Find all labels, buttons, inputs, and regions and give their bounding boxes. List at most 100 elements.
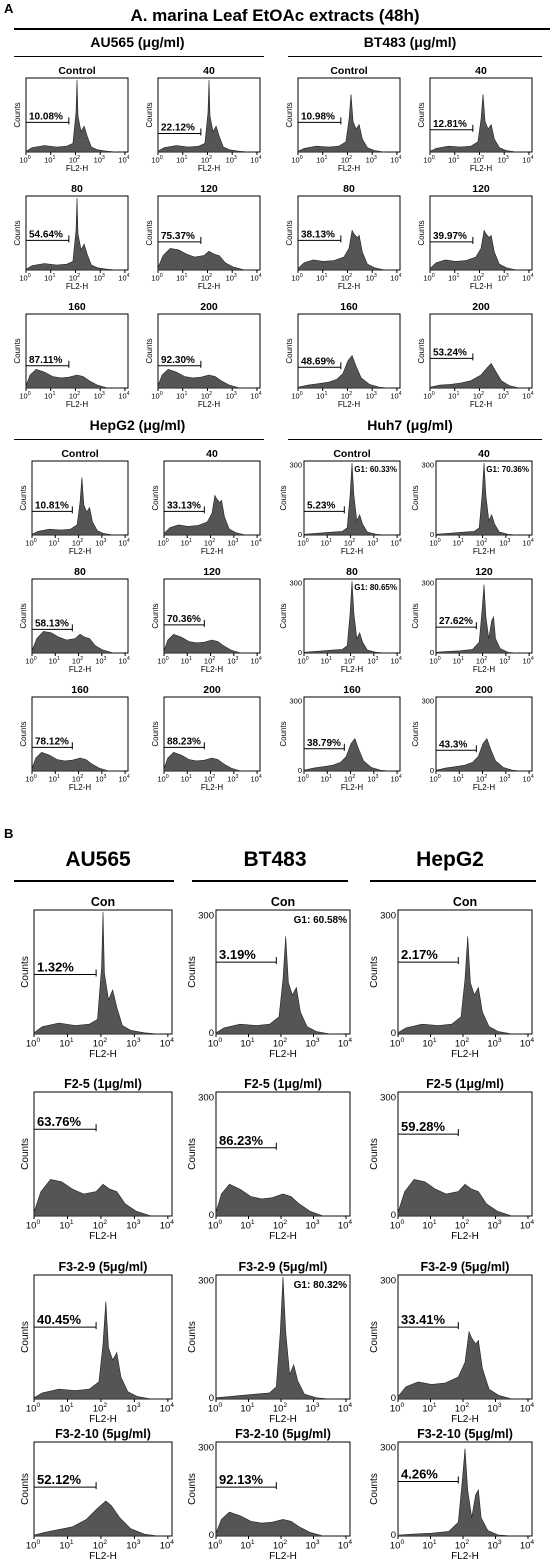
x-tick-label: 102 (473, 391, 484, 400)
y-axis-label: Counts (285, 338, 294, 363)
x-tick-label: 104 (118, 538, 129, 547)
x-tick-label: 102 (344, 538, 355, 547)
x-tick-exponent: 4 (259, 538, 262, 544)
x-axis-label: FL2-H (451, 1049, 479, 1060)
x-tick-base: 10 (297, 539, 305, 548)
x-tick-exponent: 3 (102, 273, 105, 279)
x-tick-base: 10 (240, 1404, 251, 1415)
y-tick-300: 300 (421, 697, 434, 706)
section-hepg2-rule (14, 439, 264, 440)
histogram-area (157, 368, 255, 389)
x-tick-exponent: 2 (484, 774, 487, 780)
x-axis-label: FL2-H (341, 547, 363, 556)
y-tick-300: 300 (380, 1443, 396, 1454)
y-axis-label: Counts (187, 956, 198, 988)
x-axis-label: FL2-H (66, 164, 88, 173)
x-tick-base: 10 (429, 657, 437, 666)
x-tick-label: 101 (181, 656, 192, 665)
sub-g1-percentage: 27.62% (439, 616, 473, 627)
x-tick-exponent: 3 (508, 774, 511, 780)
histogram-area (215, 1511, 344, 1537)
x-tick-label: 100 (208, 1402, 223, 1414)
x-tick-label: 103 (305, 1037, 320, 1049)
x-tick-exponent: 0 (438, 656, 441, 662)
x-tick-label: 101 (316, 155, 327, 164)
x-tick-label: 104 (390, 273, 401, 282)
x-tick-exponent: 2 (481, 391, 484, 397)
x-tick-base: 10 (227, 539, 235, 548)
x-tick-exponent: 2 (352, 656, 355, 662)
histogram-area (215, 1276, 344, 1400)
sub-g1-percentage: 92.13% (219, 1472, 264, 1487)
plot-title: 80 (71, 183, 83, 195)
y-axis-label: Counts (417, 102, 426, 127)
x-tick-exponent: 0 (218, 1037, 222, 1044)
histogram-area (429, 94, 527, 153)
y-tick-300: 300 (380, 1276, 396, 1287)
x-tick-base: 10 (487, 1541, 498, 1552)
x-tick-label: 101 (176, 391, 187, 400)
x-tick-exponent: 3 (498, 1539, 502, 1546)
x-tick-base: 10 (522, 539, 530, 548)
x-tick-base: 10 (455, 1404, 466, 1415)
sub-g1-percentage: 43.3% (439, 739, 467, 750)
x-tick-label: 102 (72, 656, 83, 665)
x-tick-base: 10 (499, 657, 507, 666)
x-tick-exponent: 4 (348, 1539, 352, 1546)
x-tick-base: 10 (118, 156, 126, 165)
x-tick-label: 103 (126, 1219, 141, 1231)
plot-title: 200 (203, 684, 221, 696)
x-tick-base: 10 (366, 156, 374, 165)
x-tick-label: 100 (390, 1539, 405, 1551)
plot-title: 40 (206, 448, 218, 460)
x-tick-label: 100 (25, 538, 36, 547)
histogram-area (31, 477, 124, 536)
x-axis-label: FL2-H (451, 1551, 479, 1562)
x-tick-exponent: 3 (506, 273, 509, 279)
x-tick-label: 100 (297, 538, 308, 547)
section-au565-title: AU565 (μg/ml) (90, 34, 185, 50)
plot-title: 120 (472, 183, 490, 195)
x-tick-label: 101 (59, 1402, 74, 1414)
x-tick-base: 10 (240, 1039, 251, 1050)
sub-g1-percentage: 38.79% (307, 738, 341, 749)
x-tick-exponent: 1 (52, 155, 55, 161)
x-tick-base: 10 (487, 1221, 498, 1232)
x-tick-base: 10 (473, 392, 481, 401)
x-axis-label: FL2-H (473, 783, 495, 792)
histogram-area (397, 936, 526, 1035)
x-tick-label: 103 (498, 155, 509, 164)
histogram-area (33, 1301, 166, 1400)
x-tick-base: 10 (390, 657, 398, 666)
plot-title: Con (271, 895, 295, 909)
x-tick-label: 101 (422, 1539, 437, 1551)
x-axis-label: FL2-H (341, 665, 363, 674)
x-tick-exponent: 3 (234, 391, 237, 397)
panel-a-letter: A (4, 1, 14, 16)
x-tick-label: 102 (93, 1219, 108, 1231)
plot-title: 80 (343, 183, 355, 195)
x-tick-exponent: 3 (316, 1219, 320, 1226)
x-tick-label: 102 (341, 155, 352, 164)
x-tick-exponent: 0 (160, 391, 163, 397)
plot-title: F2-5 (1μg/ml) (426, 1077, 504, 1091)
y-axis-label: Counts (151, 721, 160, 746)
x-tick-base: 10 (520, 1221, 531, 1232)
x-tick-base: 10 (429, 775, 437, 784)
x-tick-exponent: 3 (236, 774, 239, 780)
x-tick-base: 10 (273, 1039, 284, 1050)
sub-g1-percentage: 87.11% (29, 355, 62, 366)
x-tick-base: 10 (338, 1404, 349, 1415)
x-tick-exponent: 3 (506, 155, 509, 161)
x-tick-label: 104 (250, 273, 261, 282)
x-tick-label: 102 (455, 1219, 470, 1231)
x-tick-label: 100 (297, 774, 308, 783)
x-tick-exponent: 0 (166, 774, 169, 780)
x-tick-exponent: 3 (234, 155, 237, 161)
x-tick-label: 100 (423, 273, 434, 282)
plot-title: F3-2-10 (5μg/ml) (55, 1427, 151, 1441)
x-tick-label: 101 (453, 538, 464, 547)
